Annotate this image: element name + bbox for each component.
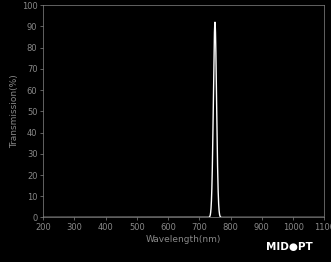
- X-axis label: Wavelength(nm): Wavelength(nm): [146, 235, 221, 244]
- Text: MID●PT: MID●PT: [266, 242, 313, 252]
- Y-axis label: Transmission(%): Transmission(%): [10, 74, 19, 148]
